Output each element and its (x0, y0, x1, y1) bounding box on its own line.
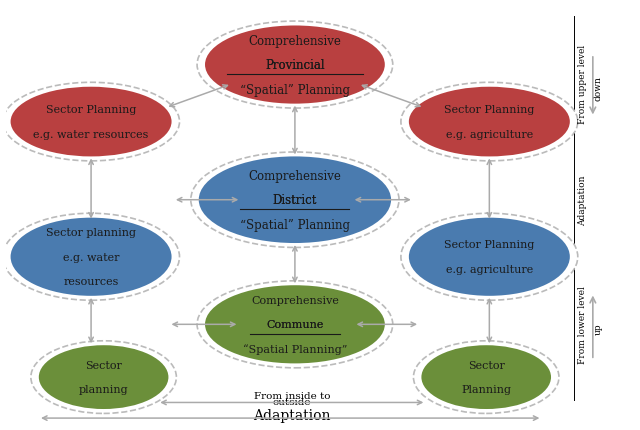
Ellipse shape (10, 86, 173, 158)
Text: “Spatial” Planning: “Spatial” Planning (240, 218, 350, 231)
Ellipse shape (38, 344, 170, 410)
Ellipse shape (420, 344, 552, 410)
Text: Commune: Commune (266, 319, 324, 329)
Text: Comprehensive: Comprehensive (251, 295, 339, 305)
Text: Sector Planning: Sector Planning (444, 240, 534, 250)
Ellipse shape (31, 341, 177, 414)
Ellipse shape (411, 89, 574, 161)
Text: Sector Planning: Sector Planning (444, 105, 534, 115)
Ellipse shape (204, 25, 386, 105)
Text: From inside to: From inside to (253, 391, 330, 400)
Text: e.g. water resources: e.g. water resources (33, 129, 148, 139)
Text: down: down (593, 76, 602, 101)
Ellipse shape (201, 159, 396, 247)
Ellipse shape (197, 22, 393, 109)
Text: Planning: Planning (461, 384, 511, 394)
Text: District: District (273, 194, 317, 207)
Ellipse shape (207, 287, 389, 367)
Ellipse shape (413, 341, 559, 414)
Text: outside: outside (273, 397, 311, 406)
Text: “Spatial” Planning: “Spatial” Planning (240, 83, 350, 96)
Text: e.g. agriculture: e.g. agriculture (445, 129, 533, 139)
Text: planning: planning (79, 384, 129, 394)
Text: Sector: Sector (85, 360, 122, 370)
Text: Comprehensive: Comprehensive (248, 34, 341, 47)
Ellipse shape (191, 153, 399, 248)
Text: Commune: Commune (266, 319, 324, 329)
Ellipse shape (13, 220, 176, 300)
Text: From lower level: From lower level (578, 286, 587, 363)
Text: resources: resources (63, 276, 119, 286)
Ellipse shape (13, 89, 176, 161)
Ellipse shape (401, 214, 578, 301)
Text: Sector: Sector (468, 360, 505, 370)
Ellipse shape (10, 217, 173, 297)
Ellipse shape (3, 83, 179, 162)
Ellipse shape (401, 83, 578, 162)
Ellipse shape (408, 217, 571, 297)
Ellipse shape (198, 156, 392, 245)
Ellipse shape (3, 214, 179, 301)
Ellipse shape (197, 281, 393, 368)
Text: e.g. water: e.g. water (63, 252, 119, 262)
Text: Adaptation: Adaptation (578, 175, 587, 225)
Ellipse shape (408, 86, 571, 158)
Text: e.g. agriculture: e.g. agriculture (445, 264, 533, 274)
Text: Sector Planning: Sector Planning (46, 105, 136, 115)
Text: Sector planning: Sector planning (46, 228, 136, 238)
Ellipse shape (411, 220, 574, 300)
Text: Provincial: Provincial (265, 59, 324, 72)
Text: District: District (273, 194, 317, 207)
Text: From upper level: From upper level (578, 45, 587, 124)
Text: Provincial: Provincial (265, 59, 324, 72)
Ellipse shape (207, 28, 389, 108)
Text: up: up (593, 323, 602, 335)
Text: Adaptation: Adaptation (253, 408, 330, 422)
Text: Comprehensive: Comprehensive (248, 169, 341, 182)
Ellipse shape (204, 285, 386, 365)
Ellipse shape (41, 347, 173, 413)
Ellipse shape (424, 347, 556, 413)
Text: “Spatial Planning”: “Spatial Planning” (243, 344, 347, 354)
